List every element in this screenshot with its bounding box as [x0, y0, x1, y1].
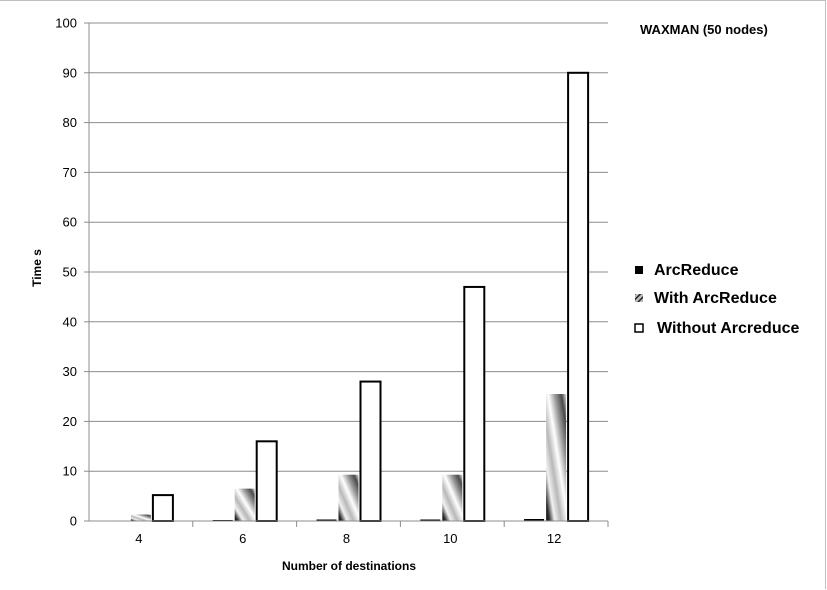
bar-without-arcreduce	[151, 494, 174, 523]
x-axis-ticks: 4 6 8 10 12	[135, 521, 609, 546]
bar-without-arcreduce	[359, 380, 382, 522]
y-tick-label: 70	[63, 165, 77, 180]
y-tick-label: 50	[63, 265, 77, 280]
chart-title: WAXMAN (50 nodes)	[640, 22, 768, 37]
legend-without-arcreduce: Without Arcreduce	[634, 320, 799, 337]
legend-swatch	[635, 266, 643, 274]
y-tick-label: 80	[63, 115, 77, 130]
legend-with-arcreduce: With ArcReduce	[635, 290, 777, 307]
legend-label: Without Arcreduce	[657, 320, 799, 337]
y-tick-label: 0	[70, 514, 77, 529]
bar-without-arcreduce	[255, 440, 278, 523]
y-tick-label: 10	[63, 464, 77, 479]
y-tick-label: 100	[55, 16, 77, 31]
legend-label: With ArcReduce	[654, 290, 777, 307]
y-axis-title: Time s	[30, 249, 44, 287]
x-axis-title: Number of destinations	[282, 559, 416, 573]
y-tick-label: 90	[63, 65, 77, 80]
x-tick-label: 8	[343, 531, 350, 546]
bar-with-arcreduce	[234, 488, 255, 521]
legend-arcreduce: ArcReduce	[635, 262, 739, 279]
bar-with-arcreduce	[546, 394, 567, 521]
y-tick-label: 40	[63, 314, 77, 329]
bar-arcreduce	[524, 519, 545, 521]
bar-arcreduce	[316, 519, 337, 521]
x-tick-label: 12	[547, 531, 561, 546]
y-axis-ticks: 0 10 20 30 40 50 60 70 80 90 100	[55, 16, 89, 529]
bar-without-arcreduce	[567, 71, 590, 523]
bars	[108, 71, 590, 523]
bar-without-arcreduce	[463, 285, 486, 522]
y-tick-label: 30	[63, 364, 77, 379]
x-tick-label: 10	[443, 531, 457, 546]
x-tick-label: 4	[135, 531, 142, 546]
bar-with-arcreduce	[338, 474, 359, 521]
legend-swatch	[635, 294, 643, 302]
legend-label: ArcReduce	[654, 262, 739, 279]
axes	[88, 23, 608, 522]
y-tick-label: 20	[63, 414, 77, 429]
bar-with-arcreduce	[442, 474, 463, 521]
bar-arcreduce	[420, 519, 441, 521]
gridlines	[89, 22, 608, 522]
bar-with-arcreduce	[130, 514, 151, 521]
legend-swatch	[634, 323, 644, 333]
y-tick-label: 60	[63, 215, 77, 230]
x-tick-label: 6	[239, 531, 246, 546]
legend: ArcReduce With ArcReduce Without Arcreduce	[634, 262, 799, 337]
